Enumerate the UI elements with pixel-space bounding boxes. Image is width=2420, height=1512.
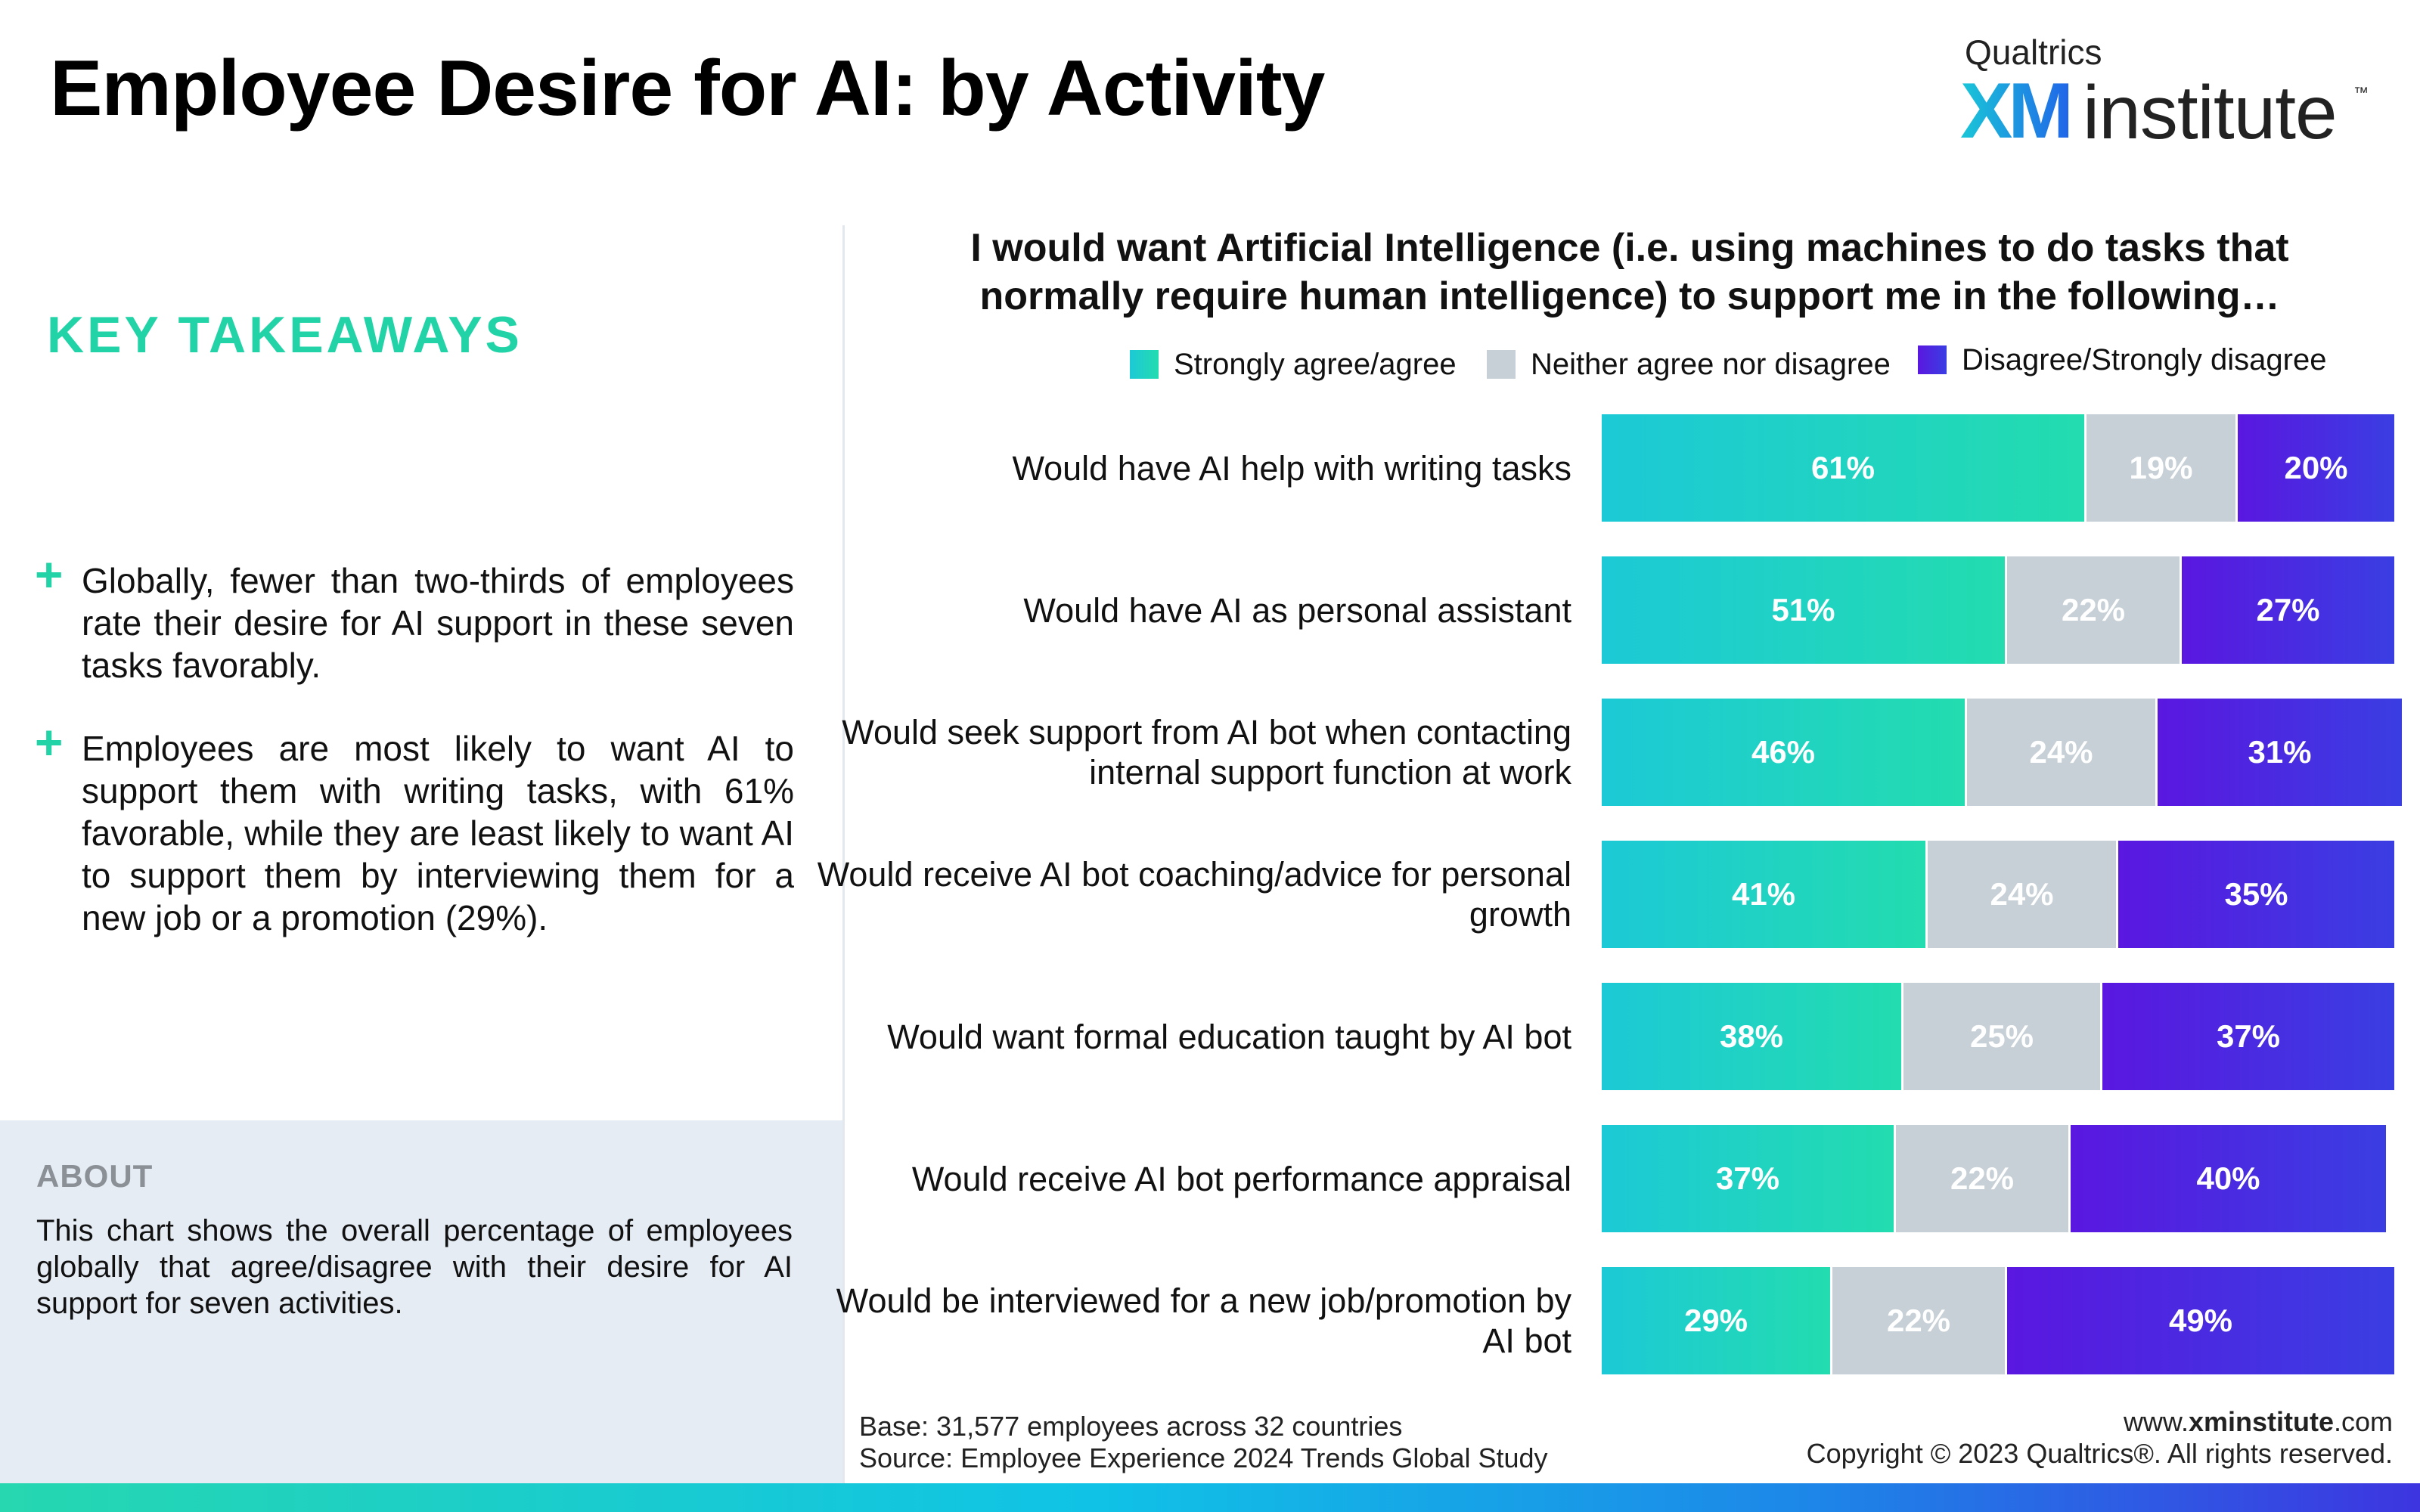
bar-disagree: 49% xyxy=(2007,1267,2394,1374)
bar-disagree: 37% xyxy=(2102,983,2394,1090)
legend-item-agree: Strongly agree/agree xyxy=(1130,342,1457,387)
bar-neither: 24% xyxy=(1967,699,2155,806)
bar-disagree: 31% xyxy=(2158,699,2402,806)
data-label: 20% xyxy=(2284,450,2348,485)
data-label: 25% xyxy=(1969,1018,2034,1054)
takeaway-text: Globally, fewer than two-thirds of emplo… xyxy=(82,561,794,685)
data-label: 27% xyxy=(2256,592,2320,627)
data-label: 22% xyxy=(1950,1160,2015,1196)
data-label: 24% xyxy=(1990,876,2054,912)
legend-item-neither: Neither agree nor disagree xyxy=(1487,342,1891,387)
base-text: Base: 31,577 employees across 32 countri… xyxy=(859,1411,1403,1442)
legend-label: Neither agree nor disagree xyxy=(1531,347,1891,381)
row-label: Would have AI as personal assistant xyxy=(1023,590,1571,630)
row-label: Would seek support from AI bot when cont… xyxy=(842,713,1571,792)
data-label: 49% xyxy=(2168,1303,2233,1338)
bar-neither: 22% xyxy=(1832,1267,2005,1374)
url-bold: xminstitute xyxy=(2188,1406,2334,1437)
data-label: 22% xyxy=(1886,1303,1951,1338)
legend-label: Disagree/Strongly disagree xyxy=(1962,342,2327,376)
row-label: Would receive AI bot coaching/advice for… xyxy=(817,855,1571,934)
legend-item-disagree: Disagree/Strongly disagree xyxy=(1918,337,2326,383)
legend-swatch-agree xyxy=(1130,350,1159,379)
legend-swatch-disagree xyxy=(1918,345,1947,374)
base-note: Base: 31,577 employees across 32 countri… xyxy=(859,1411,1548,1474)
bar-disagree: 35% xyxy=(2118,841,2394,948)
data-label: 37% xyxy=(2216,1018,2281,1054)
bar-neither: 25% xyxy=(1903,983,2100,1090)
data-label: 19% xyxy=(2129,450,2193,485)
xm-institute-logo: Qualtrics XM institute ™ xyxy=(1950,30,2373,155)
bar-agree: 61% xyxy=(1602,414,2084,522)
page-title: Employee Desire for AI: by Activity xyxy=(50,45,1325,132)
bar-agree: 38% xyxy=(1602,983,1901,1090)
legend-label: Strongly agree/agree xyxy=(1174,347,1457,381)
about-heading: ABOUT xyxy=(36,1158,154,1194)
bar-agree: 29% xyxy=(1602,1267,1830,1374)
data-label: 22% xyxy=(2061,592,2126,627)
row-label: Would be interviewed for a new job/promo… xyxy=(836,1281,1571,1360)
legend-swatch-neither xyxy=(1487,350,1516,379)
chart-title: I would want Artificial Intelligence (i.… xyxy=(970,226,2289,318)
data-label: 51% xyxy=(1771,592,1835,627)
logo-xm-text: XM xyxy=(1960,67,2074,155)
data-label: 61% xyxy=(1810,450,1876,485)
data-label: 46% xyxy=(1751,734,1816,770)
bar-neither: 24% xyxy=(1928,841,2116,948)
bar-agree: 37% xyxy=(1602,1125,1894,1232)
bar-neither: 19% xyxy=(2086,414,2235,522)
takeaway-item: + Employees are most likely to want AI t… xyxy=(35,718,794,939)
source-text: Source: Employee Experience 2024 Trends … xyxy=(859,1442,1548,1473)
logo-qualtrics-text: Qualtrics xyxy=(1965,33,2102,72)
bar-neither: 22% xyxy=(2007,556,2180,664)
data-label: 31% xyxy=(2248,734,2312,770)
panel-divider xyxy=(842,225,845,1483)
plus-icon: + xyxy=(35,715,64,770)
credits: www.xminstitute.com Copyright © 2023 Qua… xyxy=(1807,1406,2393,1470)
logo-institute-text: institute xyxy=(2083,70,2338,155)
key-takeaways-heading: KEY TAKEAWAYS xyxy=(47,306,523,364)
about-text: This chart shows the overall percentage … xyxy=(36,1214,793,1320)
bar-disagree: 40% xyxy=(2071,1125,2386,1232)
bar-agree: 51% xyxy=(1602,556,2005,664)
about-panel: ABOUT This chart shows the overall perce… xyxy=(0,1120,842,1483)
takeaway-item: + Globally, fewer than two-thirds of emp… xyxy=(35,550,794,686)
data-label: 29% xyxy=(1683,1303,1748,1338)
row-label: Would have AI help with writing tasks xyxy=(1012,448,1571,488)
row-label: Would want formal education taught by AI… xyxy=(887,1017,1571,1056)
row-label: Would receive AI bot performance apprais… xyxy=(911,1159,1571,1198)
data-label: 35% xyxy=(2224,876,2288,912)
data-label: 38% xyxy=(1719,1018,1784,1054)
data-label: 41% xyxy=(1731,876,1796,912)
data-label: 24% xyxy=(2029,734,2093,770)
logo-tm-text: ™ xyxy=(2353,85,2369,101)
takeaway-text: Employees are most likely to want AI to … xyxy=(82,729,794,937)
bar-agree: 41% xyxy=(1602,841,1925,948)
bar-disagree: 27% xyxy=(2182,556,2394,664)
bar-neither: 22% xyxy=(1896,1125,2068,1232)
bottom-gradient-bar xyxy=(0,1483,2420,1512)
data-label: 37% xyxy=(1715,1160,1780,1196)
url-prefix: www. xyxy=(2123,1406,2189,1437)
plus-icon: + xyxy=(35,547,64,602)
data-label: 40% xyxy=(2196,1160,2260,1196)
url-suffix: .com xyxy=(2333,1406,2393,1437)
website-link[interactable]: www.xminstitute.com xyxy=(1807,1406,2393,1438)
bar-disagree: 20% xyxy=(2238,414,2394,522)
copyright-text: Copyright © 2023 Qualtrics®. All rights … xyxy=(1806,1438,2393,1469)
bar-agree: 46% xyxy=(1602,699,1965,806)
